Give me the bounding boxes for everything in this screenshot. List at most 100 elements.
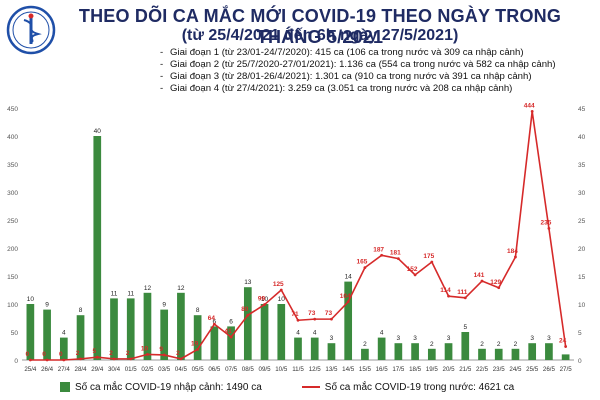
- bar-mark: [277, 304, 286, 360]
- bar-data-label: 11: [111, 290, 118, 297]
- line-data-label: 2: [76, 350, 80, 357]
- x-tick-label: 14/5: [342, 366, 355, 373]
- bar-data-label: 9: [162, 302, 166, 309]
- line-data-label: 80: [241, 306, 249, 313]
- x-tick-label: 05/5: [192, 366, 205, 373]
- line-data-label: 111: [457, 289, 468, 296]
- bar-data-label: 6: [213, 318, 217, 325]
- x-tick-label: 28/4: [75, 366, 88, 373]
- x-tick-label: 15/5: [359, 366, 372, 373]
- bar-mark: [193, 315, 202, 360]
- phase-item: - Giai đoạn 2 (từ 25/7/2020-27/01/2021): …: [160, 59, 580, 71]
- line-data-label: 41: [224, 328, 232, 335]
- line-data-label: 129: [490, 279, 501, 286]
- bar-data-label: 4: [380, 330, 384, 337]
- line-data-label: 0: [42, 351, 46, 358]
- bar-data-label: 2: [480, 341, 484, 348]
- bar-mark: [26, 304, 35, 360]
- phase-list: - Giai đoạn 1 (từ 23/01-24/7/2020): 415 c…: [160, 47, 580, 95]
- y-right-tick-label: 0: [578, 358, 582, 365]
- bar-data-label: 3: [330, 335, 334, 342]
- x-tick-label: 10/5: [275, 366, 288, 373]
- x-tick-label: 24/5: [509, 366, 522, 373]
- bar-mark: [361, 348, 369, 360]
- bar-data-label: 10: [27, 296, 35, 303]
- x-tick-label: 21/5: [459, 366, 472, 373]
- line-data-label: 2: [176, 350, 180, 357]
- phase-item: - Giai đoạn 1 (từ 23/01-24/7/2020): 415 c…: [160, 47, 580, 59]
- line-data-label: 99: [258, 296, 266, 303]
- line-point: [480, 279, 484, 283]
- x-tick-label: 29/4: [91, 366, 104, 373]
- line-data-label: 152: [407, 266, 418, 273]
- bar-data-label: 2: [363, 341, 367, 348]
- line-data-label: 10: [141, 345, 149, 352]
- x-tick-label: 26/4: [41, 366, 54, 373]
- line-point: [413, 273, 417, 277]
- line-point: [497, 286, 501, 290]
- line-point: [263, 303, 266, 306]
- x-tick-label: 04/5: [175, 366, 188, 373]
- bar-data-label: 3: [397, 335, 401, 342]
- bar-mark: [377, 337, 386, 360]
- bar-mark: [294, 337, 302, 360]
- line-data-label: 73: [325, 310, 333, 317]
- phase-text: Giai đoạn 4 (từ 27/4/2021): 3.259 ca (3.…: [170, 83, 513, 94]
- line-point: [463, 296, 467, 300]
- bar-mark: [394, 343, 403, 360]
- line-point: [330, 317, 333, 321]
- bullet-icon: -: [160, 47, 164, 58]
- logo-emblem-icon: [6, 5, 56, 55]
- legend-label-line: Số ca mắc COVID-19 trong nước: 4621 ca: [324, 381, 515, 393]
- x-tick-label: 19/5: [426, 366, 439, 373]
- y-left-tick-label: 50: [11, 330, 19, 337]
- line-data-label: 165: [356, 259, 367, 266]
- line-point: [380, 253, 384, 257]
- line-data-label: 5: [92, 348, 96, 355]
- y-left-tick-label: 300: [7, 190, 18, 197]
- bar-mark: [177, 292, 185, 360]
- x-tick-label: 03/5: [158, 366, 171, 373]
- line-point: [146, 353, 149, 356]
- y-right-tick-label: 15: [578, 274, 586, 281]
- legend-swatch-bar: [60, 382, 70, 392]
- line-data-label: 71: [291, 311, 299, 318]
- line-data-label: 184: [507, 248, 518, 255]
- bar-data-label: 3: [547, 335, 551, 342]
- x-tick-label: 07/5: [225, 366, 238, 373]
- y-left-tick-label: 400: [7, 134, 18, 141]
- line-point: [229, 335, 233, 339]
- bar-data-label: 3: [530, 335, 534, 342]
- x-tick-label: 08/5: [242, 366, 255, 373]
- x-tick-label: 18/5: [409, 366, 422, 373]
- bar-mark: [43, 309, 51, 360]
- bar-data-label: 40: [94, 128, 102, 135]
- y-right-tick-label: 45: [578, 106, 586, 113]
- bar-mark: [243, 287, 252, 360]
- y-right-tick-label: 30: [578, 190, 586, 197]
- bar-data-label: 10: [261, 296, 269, 303]
- line-point: [28, 358, 32, 362]
- bar-mark: [126, 298, 135, 360]
- bar-data-label: 6: [229, 318, 233, 325]
- line-data-label: 114: [440, 287, 451, 294]
- line-point: [279, 288, 283, 292]
- bar-data-label: 13: [244, 279, 252, 286]
- bar-data-label: 3: [413, 335, 417, 342]
- line-data-label: 181: [390, 250, 401, 257]
- line-point: [112, 357, 116, 361]
- bar-data-label: 2: [514, 341, 518, 348]
- line-point: [296, 318, 300, 322]
- phase-item: - Giai đoạn 3 (từ 28/01-26/4/2021): 1.301…: [160, 71, 580, 83]
- y-right-tick-label: 35: [578, 162, 586, 169]
- line-data-label: 0: [26, 351, 30, 358]
- bar-data-label: 8: [196, 307, 200, 314]
- bar-data-label: 5: [463, 324, 467, 331]
- x-tick-label: 06/5: [208, 366, 221, 373]
- x-tick-label: 20/5: [443, 366, 456, 373]
- bar-mark: [461, 332, 470, 360]
- line-point: [396, 257, 400, 261]
- bar-data-label: 12: [144, 285, 152, 292]
- line-data-label: 175: [423, 253, 434, 260]
- bar-mark: [260, 304, 269, 360]
